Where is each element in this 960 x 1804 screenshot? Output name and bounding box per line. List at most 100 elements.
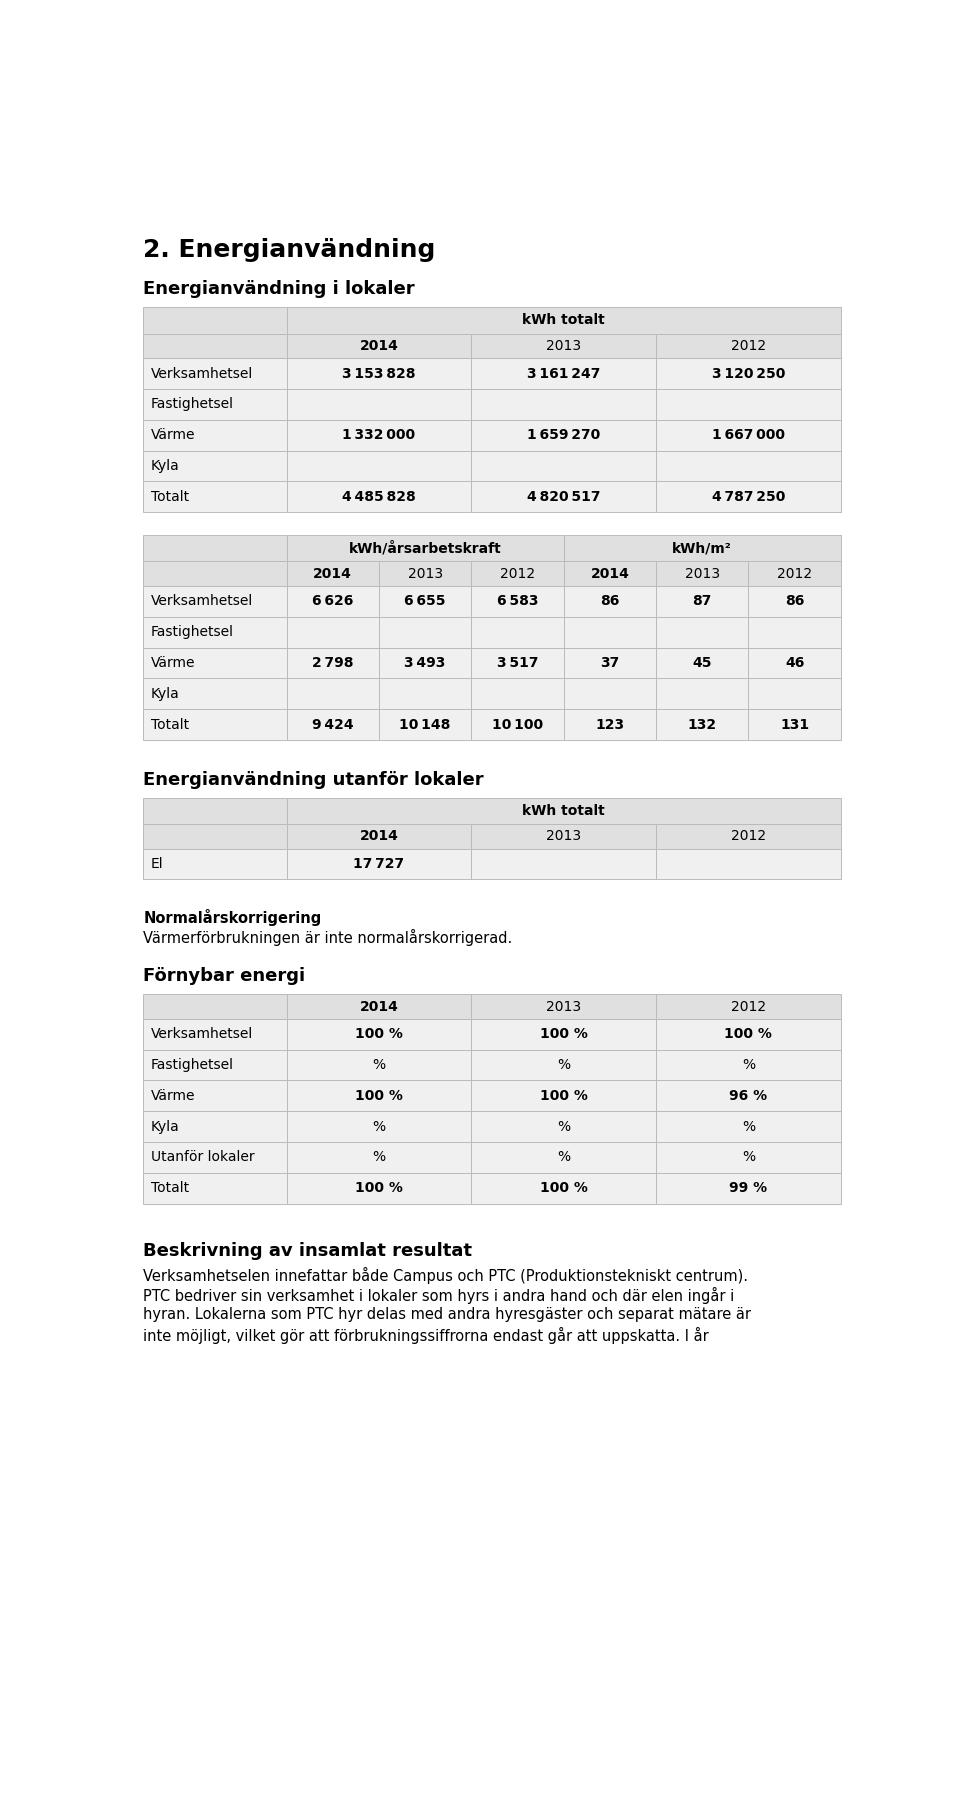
Text: 4 787 250: 4 787 250 (711, 489, 785, 503)
Bar (287, 307, 841, 334)
Bar (471, 586, 564, 617)
Text: 4 485 828: 4 485 828 (342, 489, 416, 503)
Text: 6 626: 6 626 (312, 595, 353, 608)
Bar (287, 678, 379, 709)
Text: 2012: 2012 (731, 339, 766, 354)
Text: PTC bedriver sin verksamhet i lokaler som hyrs i andra hand och där elen ingår i: PTC bedriver sin verksamhet i lokaler so… (143, 1286, 734, 1304)
Bar (564, 536, 841, 561)
Bar (471, 420, 656, 451)
Text: %: % (742, 1151, 755, 1164)
Text: 4 820 517: 4 820 517 (527, 489, 600, 503)
Bar (564, 709, 656, 740)
Text: 86: 86 (785, 595, 804, 608)
Text: 2014: 2014 (590, 566, 630, 581)
Bar (143, 678, 287, 709)
Text: Fastighetsel: Fastighetsel (151, 397, 234, 411)
Bar (564, 648, 656, 678)
Text: 17 727: 17 727 (353, 857, 404, 871)
Bar (564, 678, 656, 709)
Text: 3 493: 3 493 (404, 657, 445, 669)
Bar (287, 420, 471, 451)
Bar (656, 451, 841, 482)
Bar (287, 709, 379, 740)
Text: %: % (742, 1120, 755, 1133)
Bar (656, 1111, 841, 1142)
Bar (143, 307, 287, 334)
Bar (471, 1111, 656, 1142)
Text: 2013: 2013 (546, 999, 581, 1014)
Text: Totalt: Totalt (151, 718, 189, 732)
Bar (287, 1111, 471, 1142)
Text: %: % (557, 1120, 570, 1133)
Bar (143, 648, 287, 678)
Bar (143, 451, 287, 482)
Bar (379, 648, 471, 678)
Bar (143, 994, 287, 1019)
Bar (143, 482, 287, 512)
Bar (143, 1019, 287, 1050)
Bar (287, 1173, 471, 1203)
Bar (471, 561, 564, 586)
Bar (471, 848, 656, 880)
Text: Verksamhetsel: Verksamhetsel (151, 1026, 253, 1041)
Bar (143, 824, 287, 848)
Text: Energianvändning i lokaler: Energianvändning i lokaler (143, 280, 415, 298)
Text: 6 583: 6 583 (496, 595, 539, 608)
Bar (143, 848, 287, 880)
Bar (287, 561, 379, 586)
Text: Normalårskorrigering: Normalårskorrigering (143, 909, 322, 925)
Text: 2. Energianvändning: 2. Energianvändning (143, 238, 436, 262)
Text: kWh/årsarbetskraft: kWh/årsarbetskraft (348, 541, 501, 556)
Bar (471, 482, 656, 512)
Text: 100 %: 100 % (540, 1090, 588, 1102)
Bar (656, 1019, 841, 1050)
Text: 100 %: 100 % (540, 1182, 588, 1196)
Bar (749, 678, 841, 709)
Bar (656, 359, 841, 390)
Bar (143, 586, 287, 617)
Text: 100 %: 100 % (725, 1026, 773, 1041)
Text: 45: 45 (692, 657, 712, 669)
Text: 100 %: 100 % (355, 1182, 403, 1196)
Text: inte möjligt, vilket gör att förbrukningssiffrorna endast går att uppskatta. I å: inte möjligt, vilket gör att förbrukning… (143, 1326, 709, 1344)
Text: 3 161 247: 3 161 247 (527, 366, 600, 381)
Text: Totalt: Totalt (151, 1182, 189, 1196)
Bar (143, 561, 287, 586)
Text: Värmerförbrukningen är inte normalårskorrigerad.: Värmerförbrukningen är inte normalårskor… (143, 929, 513, 945)
Bar (143, 359, 287, 390)
Bar (143, 1111, 287, 1142)
Text: Värme: Värme (151, 428, 196, 442)
Bar (471, 1081, 656, 1111)
Text: Kyla: Kyla (151, 458, 180, 473)
Bar (287, 536, 564, 561)
Bar (287, 1050, 471, 1081)
Text: 37: 37 (600, 657, 619, 669)
Bar (564, 561, 656, 586)
Text: Fastighetsel: Fastighetsel (151, 626, 234, 639)
Bar (287, 1142, 471, 1173)
Bar (379, 709, 471, 740)
Text: 2014: 2014 (313, 566, 352, 581)
Bar (143, 617, 287, 648)
Text: %: % (557, 1057, 570, 1072)
Text: 100 %: 100 % (540, 1026, 588, 1041)
Text: 99 %: 99 % (730, 1182, 767, 1196)
Bar (287, 334, 471, 359)
Bar (287, 848, 471, 880)
Text: 10 148: 10 148 (399, 718, 451, 732)
Bar (287, 359, 471, 390)
Bar (656, 1081, 841, 1111)
Bar (143, 797, 287, 824)
Text: 2012: 2012 (731, 830, 766, 842)
Text: kWh totalt: kWh totalt (522, 314, 605, 328)
Text: kWh/m²: kWh/m² (672, 541, 732, 556)
Text: 3 153 828: 3 153 828 (342, 366, 416, 381)
Text: 6 655: 6 655 (404, 595, 445, 608)
Bar (656, 617, 749, 648)
Bar (287, 797, 841, 824)
Text: Utanför lokaler: Utanför lokaler (151, 1151, 254, 1164)
Bar (143, 1081, 287, 1111)
Bar (656, 1142, 841, 1173)
Text: 9 424: 9 424 (312, 718, 353, 732)
Bar (287, 390, 471, 420)
